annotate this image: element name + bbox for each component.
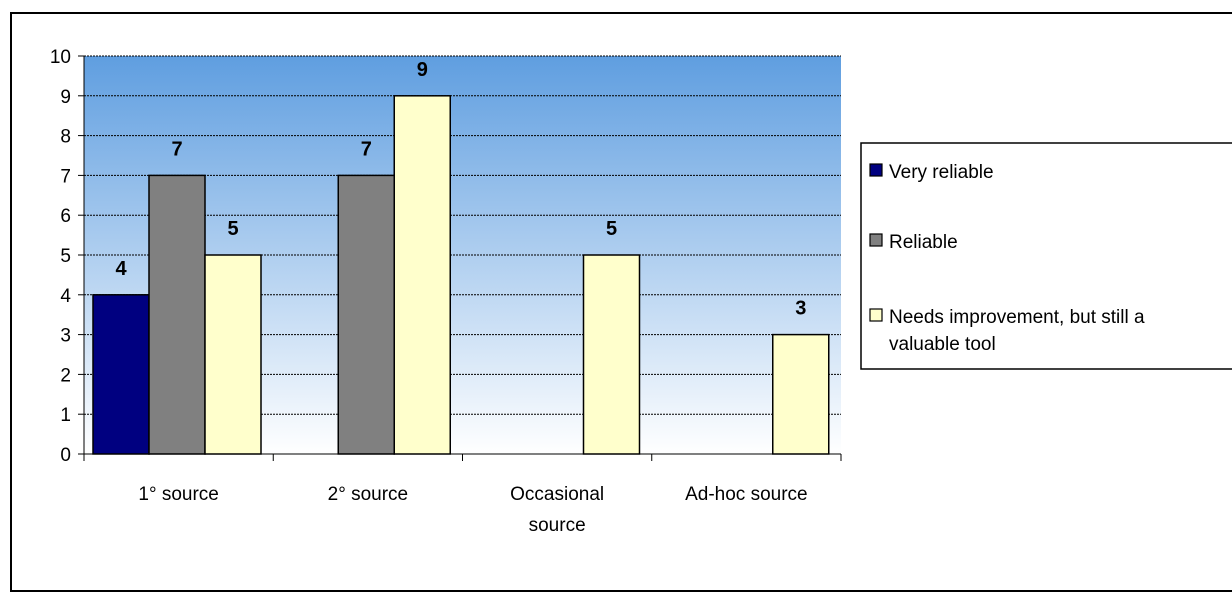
y-tick-label: 3 <box>60 326 71 347</box>
y-tick-label: 7 <box>60 166 71 187</box>
bar <box>92 294 150 455</box>
bar <box>337 174 395 455</box>
legend-label: Needs improvement, but still a <box>889 307 1145 328</box>
legend-box <box>860 142 1232 370</box>
y-tick-label: 4 <box>60 286 71 307</box>
y-tick-label: 9 <box>60 87 71 108</box>
y-tick-label: 8 <box>60 127 71 148</box>
bars <box>92 95 830 455</box>
category-label: source <box>529 515 586 536</box>
legend-label: valuable tool <box>889 334 996 355</box>
labels: 0 1 2 3 4 5 6 7 8 9 10 4 7 7 5 9 5 3 1° source 2° source Occ… <box>50 47 808 536</box>
data-label: 7 <box>361 138 372 160</box>
data-label: 9 <box>417 59 428 81</box>
category-label: Occasional <box>510 484 604 505</box>
legend-label: Reliable <box>889 232 958 253</box>
y-tick-label: 10 <box>50 47 71 68</box>
data-label: 4 <box>115 258 127 280</box>
bar <box>393 95 451 455</box>
y-tick-label: 6 <box>60 206 71 227</box>
category-label: 1° source <box>138 484 218 505</box>
data-label: 3 <box>795 298 806 320</box>
axes <box>78 55 842 461</box>
legend: Very reliable Reliable Needs improvement, … <box>860 142 1232 370</box>
legend-swatch <box>869 163 883 177</box>
bar <box>582 254 641 455</box>
legend-swatch <box>869 308 883 322</box>
y-tick-label: 2 <box>60 365 71 386</box>
y-tick-label: 5 <box>60 246 71 267</box>
bar <box>772 333 830 455</box>
legend-label: Very reliable <box>889 162 994 183</box>
bar <box>204 254 262 455</box>
category-label: Ad-hoc source <box>685 484 808 505</box>
data-label: 5 <box>227 218 238 240</box>
category-label: 2° source <box>328 484 408 505</box>
data-label: 5 <box>606 218 617 240</box>
bar <box>148 174 206 455</box>
data-label: 7 <box>171 138 182 160</box>
legend-swatch <box>869 233 883 247</box>
y-tick-label: 0 <box>60 445 71 466</box>
y-tick-label: 1 <box>60 405 71 426</box>
bar-chart: 0 1 2 3 4 5 6 7 8 9 10 4 7 7 5 9 5 3 1° source 2° source Occ… <box>50 47 1232 536</box>
